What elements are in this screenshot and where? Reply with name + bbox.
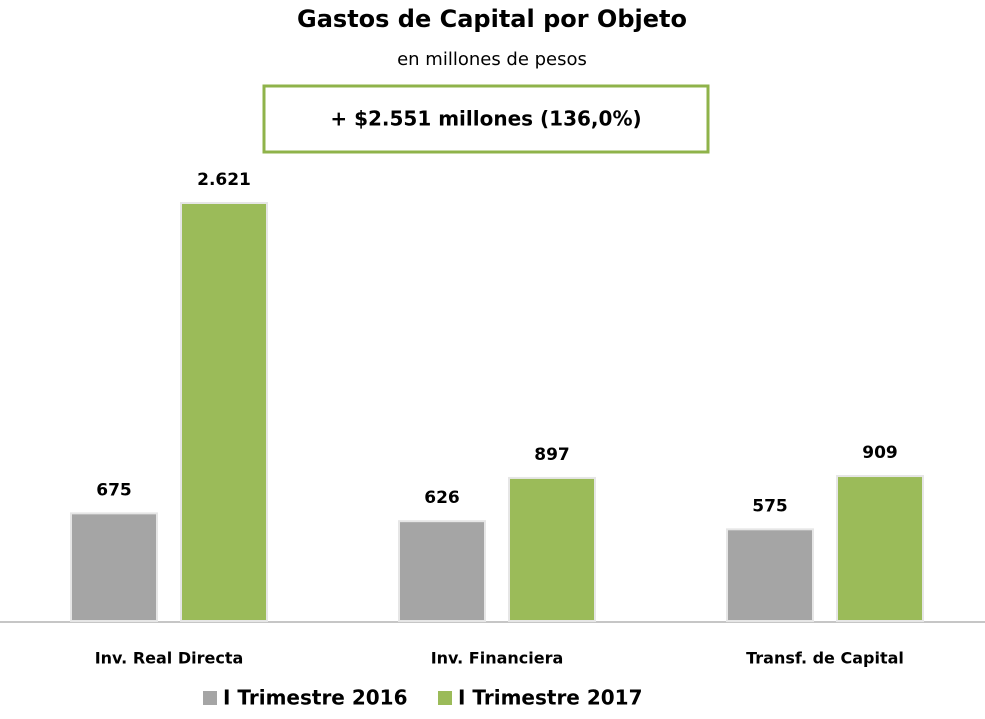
bar	[836, 475, 924, 623]
value-label: 2.621	[197, 170, 251, 190]
bar	[726, 528, 814, 622]
annotation-box	[262, 84, 710, 154]
value-label: 575	[752, 496, 788, 516]
chart-title: Gastos de Capital por Objeto	[297, 5, 687, 33]
value-label: 909	[862, 443, 898, 463]
legend-swatch	[438, 691, 452, 705]
bar	[180, 202, 268, 622]
value-label: 897	[534, 445, 570, 465]
x-tick-label: Inv. Real Directa	[95, 649, 244, 668]
bar	[508, 476, 596, 622]
legend-label: I Trimestre 2017	[458, 686, 643, 710]
bar	[70, 512, 158, 622]
legend-swatch	[203, 691, 217, 705]
chart-subtitle: en millones de pesos	[397, 49, 587, 70]
value-label: 675	[96, 480, 132, 500]
annotation: + $2.551 millones (136,0%)	[330, 107, 641, 131]
legend-label: I Trimestre 2016	[223, 686, 408, 710]
value-label: 626	[424, 488, 460, 508]
bar	[398, 520, 486, 622]
x-tick-label: Transf. de Capital	[746, 649, 904, 668]
x-tick-label: Inv. Financiera	[431, 649, 564, 668]
